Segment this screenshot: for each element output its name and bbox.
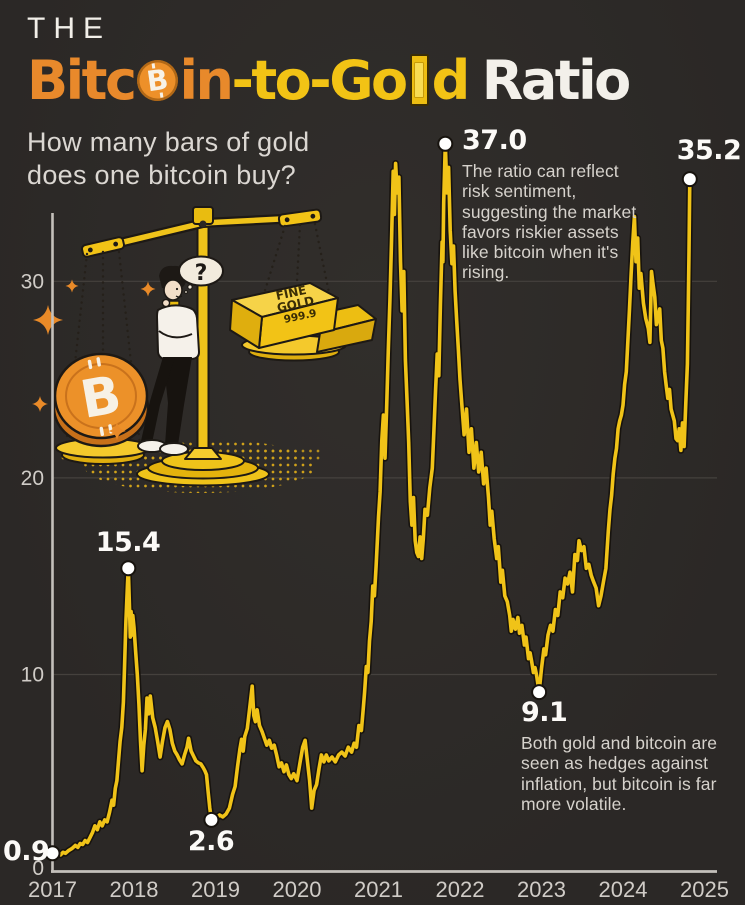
x-tick-2025: 2025	[680, 877, 729, 902]
marker-0.9	[44, 845, 61, 862]
x-tick-2021: 2021	[354, 877, 403, 902]
tick-labels: 0 10 20 30 2017 2018 2019 2020 2021 2022 2023 2024 2…	[21, 270, 729, 902]
annotation-9-1: 9.1 Both gold and bitcoin are seen as he…	[521, 697, 723, 814]
x-tick-2020: 2020	[273, 877, 322, 902]
x-tick-2017: 2017	[28, 877, 77, 902]
bitcoin-coin-o-icon: B	[133, 56, 181, 104]
y-tick-10: 10	[21, 664, 44, 687]
man-figure	[137, 265, 200, 456]
kicker: THE	[27, 12, 111, 45]
annotation-9-1-value: 9.1	[521, 697, 568, 728]
marker-2.6	[203, 811, 220, 828]
annotation-15-4: 15.4	[78, 527, 178, 558]
y-tick-30: 30	[21, 270, 44, 293]
annotation-15-4-value: 15.4	[95, 527, 161, 558]
axes	[51, 213, 717, 873]
x-tick-2022: 2022	[436, 877, 485, 902]
scale-base-cone	[184, 447, 222, 460]
marker-15.4	[120, 560, 137, 577]
annotation-2-6: 2.6	[161, 826, 261, 857]
man-hand	[161, 298, 171, 308]
scale-illustration: B FINE GOLD 999.9	[32, 206, 377, 493]
annotation-37-0-value: 37.0	[462, 125, 527, 156]
annotation-0-9: 0.9	[3, 836, 51, 867]
question-mark-icon: ?	[195, 261, 208, 286]
annotation-35-2-value: 35.2	[676, 135, 742, 166]
title-gold-o: o	[371, 48, 408, 112]
annotation-37-0-text: The ratio can reflect risk sentiment, su…	[462, 161, 637, 283]
man-leg-left	[141, 357, 175, 443]
gold-bar-text-fine: FINE	[275, 283, 308, 303]
annotation-markers	[44, 135, 698, 862]
title-ratio: Ratio	[481, 48, 631, 112]
marker-37.0	[437, 135, 454, 152]
ratio-line	[50, 142, 692, 858]
annotation-9-1-text: Both gold and bitcoin are seen as hedges…	[521, 733, 718, 814]
x-tick-2023: 2023	[517, 877, 566, 902]
question-bubble: ?	[178, 255, 224, 294]
title-bitcoin-part1: Bitc	[27, 48, 137, 112]
annotation-37-0: 37.0 The ratio can reflect risk sentimen…	[462, 125, 644, 283]
man-face	[163, 279, 183, 301]
left-plate	[80, 236, 126, 258]
gold-bar-front-icon: FINE GOLD 999.9	[229, 282, 339, 349]
bitcoin-symbol: B	[144, 62, 170, 98]
annotation-0-9-value: 0.9	[3, 836, 50, 867]
title-bitcoin-part2: in	[179, 48, 234, 112]
marker-35.2	[681, 171, 698, 188]
gold-bar-l-icon	[409, 54, 429, 106]
x-tick-2019: 2019	[191, 877, 240, 902]
pan-chains	[64, 222, 341, 447]
x-tick-2024: 2024	[599, 877, 648, 902]
marker-9.1	[531, 684, 548, 701]
man-arms-crossed	[158, 330, 193, 339]
annotation-2-6-value: 2.6	[187, 826, 235, 857]
title-gold-d: d	[431, 48, 471, 112]
subtitle: How many bars of gold does one bitcoin b…	[27, 126, 739, 192]
y-tick-20: 20	[21, 467, 44, 490]
x-tick-2018: 2018	[110, 877, 159, 902]
title-to-gold-part1: -to-G	[231, 48, 373, 112]
y-tick-0: 0	[32, 857, 44, 880]
right-plate	[277, 208, 323, 228]
subtitle-line2: does one bitcoin buy?	[27, 159, 296, 190]
bitcoin-coin-icon: B	[52, 352, 150, 448]
subtitle-line1: How many bars of gold	[27, 127, 310, 157]
annotation-35-2: 35.2	[662, 135, 745, 166]
man-shoe-right	[159, 442, 189, 456]
pivot-pin-icon	[199, 220, 207, 228]
man-shirt	[156, 304, 200, 360]
man-leg-right	[163, 357, 192, 445]
